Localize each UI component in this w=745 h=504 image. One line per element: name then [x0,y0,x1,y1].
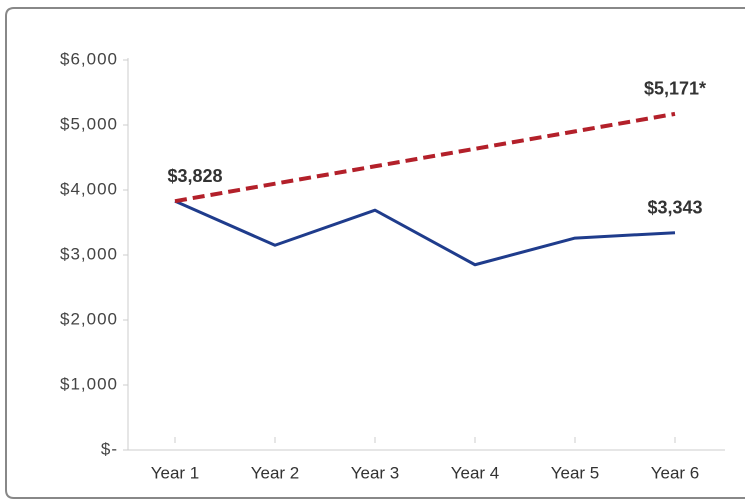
x-tick-label: Year 4 [451,463,500,482]
y-tick-label: $4,000 [60,179,118,198]
series-line [174,111,676,204]
x-tick-label: Year 6 [651,463,700,482]
data-label: $3,828 [167,166,222,186]
x-tick-label: Year 3 [351,463,400,482]
frame [5,7,745,499]
y-tick-label: $3,000 [60,244,118,263]
series-line [174,199,676,267]
y-tick-label: $1,000 [60,374,118,393]
x-tick-label: Year 1 [151,463,200,482]
data-label: $3,343 [647,197,702,217]
y-tick-label: $5,000 [60,114,118,133]
x-tick-label: Year 2 [251,463,300,482]
y-tick-label: $2,000 [60,309,118,328]
x-tick-label: Year 5 [551,463,600,482]
y-tick-label: $6,000 [60,49,118,68]
y-tick-label: $- [101,439,118,458]
data-label: $5,171* [644,79,706,99]
